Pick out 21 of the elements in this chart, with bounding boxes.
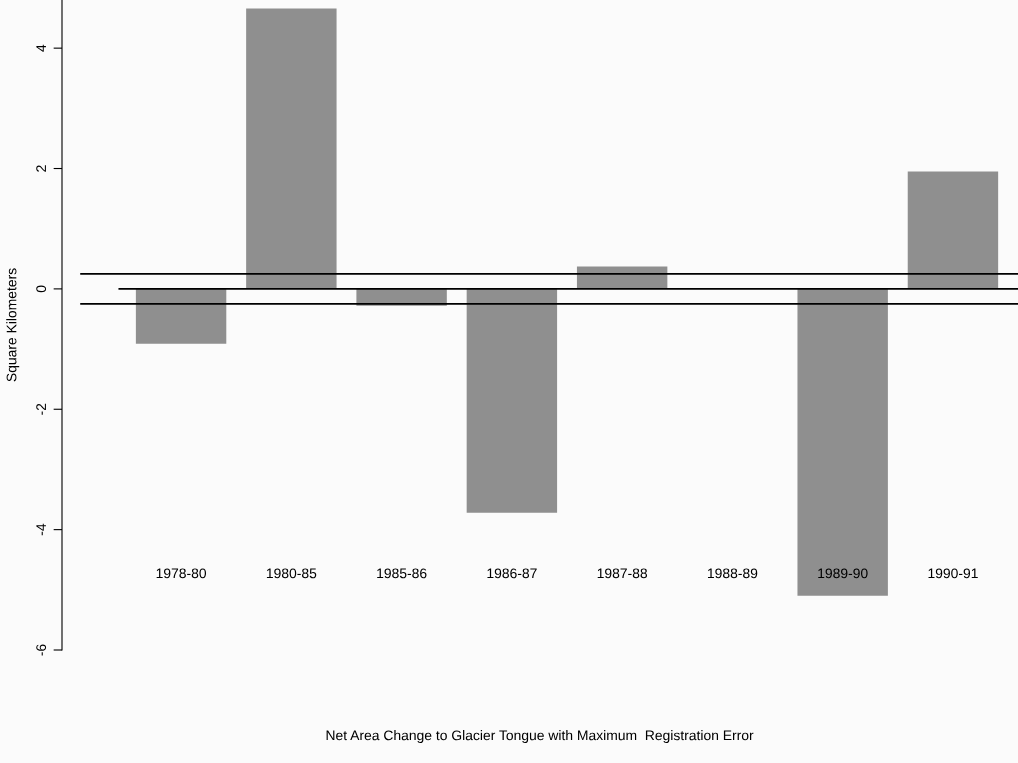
x-tick-label: 1980-85 [266,568,317,579]
x-tick-label: 1978-80 [156,568,207,579]
y-tick-label: 4 [36,44,46,52]
bar [907,171,999,289]
x-tick-label: 1989-90 [818,568,868,579]
y-tick-label: -2 [36,403,46,415]
y-tick-label: 2 [36,165,46,172]
bar [797,288,888,596]
y-axis-title: Square Kilometers [6,268,20,382]
bar [135,288,227,344]
y-tick-label: -4 [36,523,46,536]
x-tick-label: 1987-88 [597,568,648,579]
y-tick-label: 0 [36,285,47,293]
x-tick-label: 1986-87 [487,568,537,579]
x-tick-label: 1988-89 [707,568,758,579]
x-tick-label: 1990-91 [928,568,978,579]
bar [246,8,337,289]
x-tick-label: 1985-86 [377,568,427,579]
text: Net Area Change to Glacier Tongue with Maximum Registration Error [326,730,754,743]
bar [466,288,558,513]
y-tick-label: -6 [36,644,47,656]
